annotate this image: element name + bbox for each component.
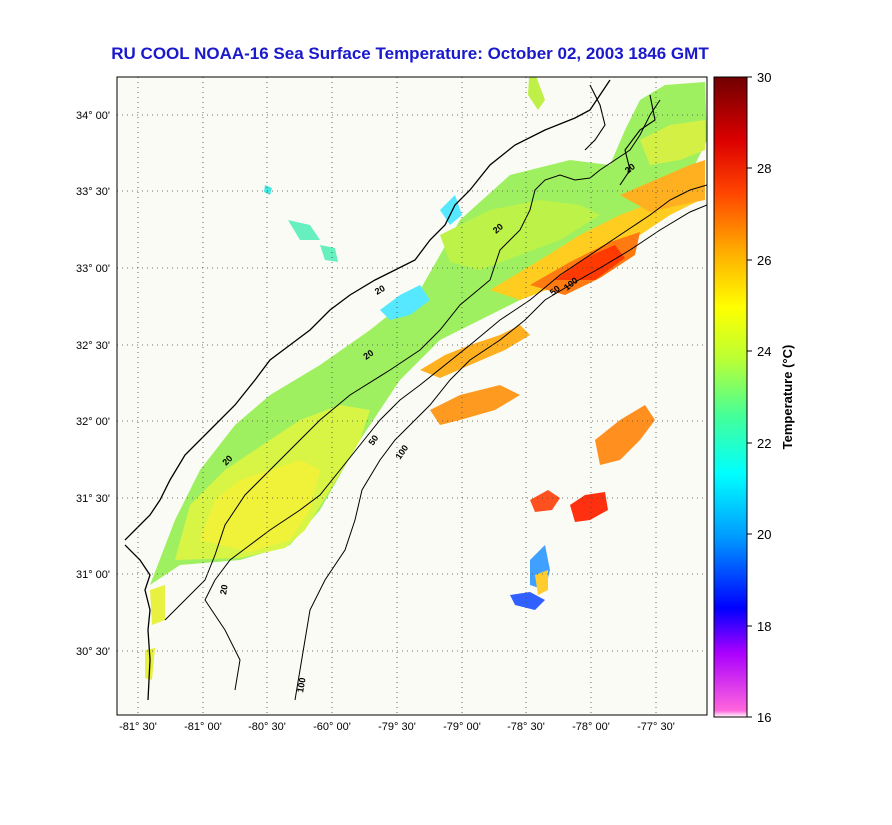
lat-label: 30° 30' (76, 646, 110, 658)
lon-label: -78° 30' (507, 721, 545, 733)
map-frame (116, 76, 708, 716)
lon-label: -77° 30' (637, 721, 675, 733)
colorbar-label: Temperature (°C) (780, 345, 795, 450)
map-title: RU COOL NOAA-16 Sea Surface Temperature:… (111, 44, 709, 63)
contour-label: 50 (548, 283, 562, 297)
lon-label: -79° 30' (378, 721, 416, 733)
colorbar-tick-label: 22 (757, 436, 771, 451)
lat-label: 33° 30' (76, 186, 110, 198)
colorbar-ticks (747, 76, 752, 718)
longitude-labels: -81° 30' -81° 00' -80° 30' -60° 00' -79°… (119, 721, 675, 733)
colorbar-tick-label: 16 (757, 710, 771, 725)
latitude-labels: 34° 00' 33° 30' 33° 00' 32° 30' 32° 00' … (76, 110, 110, 658)
depth-contours (164, 99, 707, 701)
coastline (124, 79, 611, 701)
contour-label: 20 (491, 221, 505, 235)
contour-label: 20 (373, 283, 387, 297)
contour-label: 50 (366, 433, 380, 447)
colorbar-tick-label: 20 (757, 527, 771, 542)
colorbar-tick-label: 28 (757, 161, 771, 176)
lat-label: 31° 00' (76, 569, 110, 581)
contour-label: 20 (218, 584, 230, 596)
colorbar (713, 76, 748, 718)
sound-shoreline (584, 84, 656, 186)
contour-label: 20 (623, 161, 637, 175)
sst-swath (145, 77, 707, 680)
graticule (117, 77, 707, 715)
contour-label: 100 (295, 677, 307, 694)
lon-label: -81° 30' (119, 721, 157, 733)
lon-label: -80° 30' (248, 721, 286, 733)
lat-label: 34° 00' (76, 110, 110, 122)
colorbar-tick-label: 18 (757, 619, 771, 634)
lon-label: -78° 00' (572, 721, 610, 733)
lat-label: 31° 30' (76, 493, 110, 505)
colorbar-tick-label: 24 (757, 344, 771, 359)
lon-label: -79° 00' (443, 721, 481, 733)
lon-label: -60° 00' (313, 721, 351, 733)
colorbar-tick-labels: 30 28 26 24 22 20 18 16 (757, 70, 771, 725)
colorbar-tick-label: 26 (757, 253, 771, 268)
lat-label: 33° 00' (76, 263, 110, 275)
lon-label: -81° 00' (184, 721, 222, 733)
colorbar-tick-label: 30 (757, 70, 771, 85)
lat-label: 32° 30' (76, 340, 110, 352)
lat-label: 32° 00' (76, 416, 110, 428)
contour-label: 20 (361, 348, 375, 362)
